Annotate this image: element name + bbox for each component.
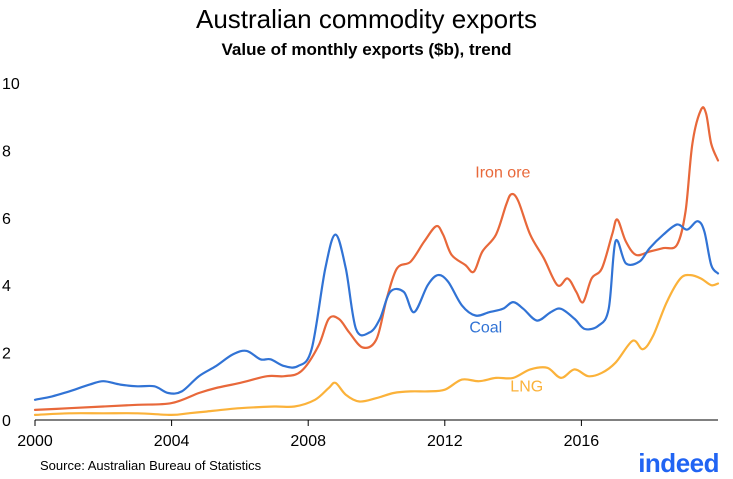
iron-ore-line: [33, 106, 720, 411]
x-tick-label: 2004: [154, 433, 190, 450]
coal-line: [33, 220, 720, 401]
chart-title: Australian commodity exports: [195, 4, 538, 34]
y-tick-label: 4: [2, 278, 11, 295]
coal-label: Coal: [469, 319, 502, 336]
chart-subtitle: Value of monthly exports ($b), trend: [221, 40, 512, 59]
y-tick-label: 6: [2, 211, 11, 228]
x-tick-label: 2016: [564, 433, 600, 450]
logo-text: indeed: [638, 448, 719, 478]
y-tick-label: 8: [2, 143, 11, 160]
source-note: Source: Australian Bureau of Statistics: [40, 458, 262, 473]
y-tick-label: 10: [2, 76, 20, 93]
lng-label: LNG: [510, 378, 543, 395]
x-tick-label: 2012: [427, 433, 463, 450]
iron-ore-label: Iron ore: [475, 164, 530, 181]
lng-line: [33, 273, 720, 416]
y-tick-label: 2: [2, 346, 11, 363]
x-tick-label: 2008: [290, 433, 326, 450]
indeed-logo: indeed: [638, 448, 719, 479]
y-tick-label: 0: [2, 413, 11, 430]
x-tick-label: 2000: [17, 433, 53, 450]
